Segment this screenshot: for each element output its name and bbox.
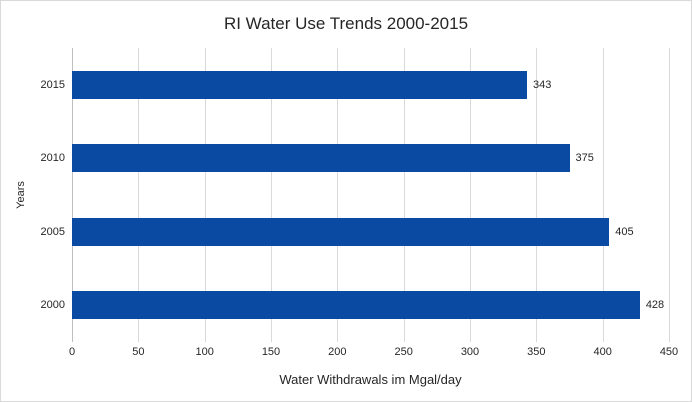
gridline <box>669 48 670 342</box>
plot-area: 343 375 405 428 <box>72 48 670 342</box>
gridline <box>204 48 206 342</box>
gridline <box>138 48 140 342</box>
bar <box>72 291 640 320</box>
y-axis-tick-label: 2015 <box>40 78 65 91</box>
bar <box>72 70 528 99</box>
y-axis-tick-label: 2010 <box>40 152 65 165</box>
value-axis-line <box>72 48 73 342</box>
gridline <box>403 48 405 342</box>
bar <box>72 144 570 173</box>
bar-value-label: 405 <box>615 225 634 238</box>
chart-title: RI Water Use Trends 2000-2015 <box>223 14 469 33</box>
x-axis-tick-label: 150 <box>261 346 281 358</box>
x-axis-tick-label: 200 <box>328 346 347 358</box>
x-axis-tick-label: 350 <box>527 346 546 358</box>
x-axis-tick-label: 300 <box>460 346 480 358</box>
bar <box>72 217 610 246</box>
x-axis-tick-label: 0 <box>68 346 76 358</box>
y-axis-tick-label: 2000 <box>40 299 65 312</box>
gridline <box>602 48 604 342</box>
x-axis-tick-label: 100 <box>195 346 214 358</box>
x-axis-tick-label: 400 <box>593 346 612 358</box>
gridline <box>470 48 471 342</box>
bar-value-label: 343 <box>533 78 552 91</box>
bar-value-label: 375 <box>575 152 594 165</box>
bar-value-label: 428 <box>645 299 665 312</box>
gridline <box>536 48 538 342</box>
y-axis-tick-label: 2005 <box>40 225 65 238</box>
x-axis-tick-label: 250 <box>394 346 413 358</box>
x-axis-title: Water Withdrawals im Mgal/day <box>279 372 462 387</box>
x-axis-tick-label: 50 <box>132 346 145 358</box>
gridline <box>337 48 339 342</box>
x-axis-tick-label: 450 <box>659 346 679 358</box>
gridline <box>271 48 272 342</box>
y-axis-title: Years <box>15 181 27 209</box>
